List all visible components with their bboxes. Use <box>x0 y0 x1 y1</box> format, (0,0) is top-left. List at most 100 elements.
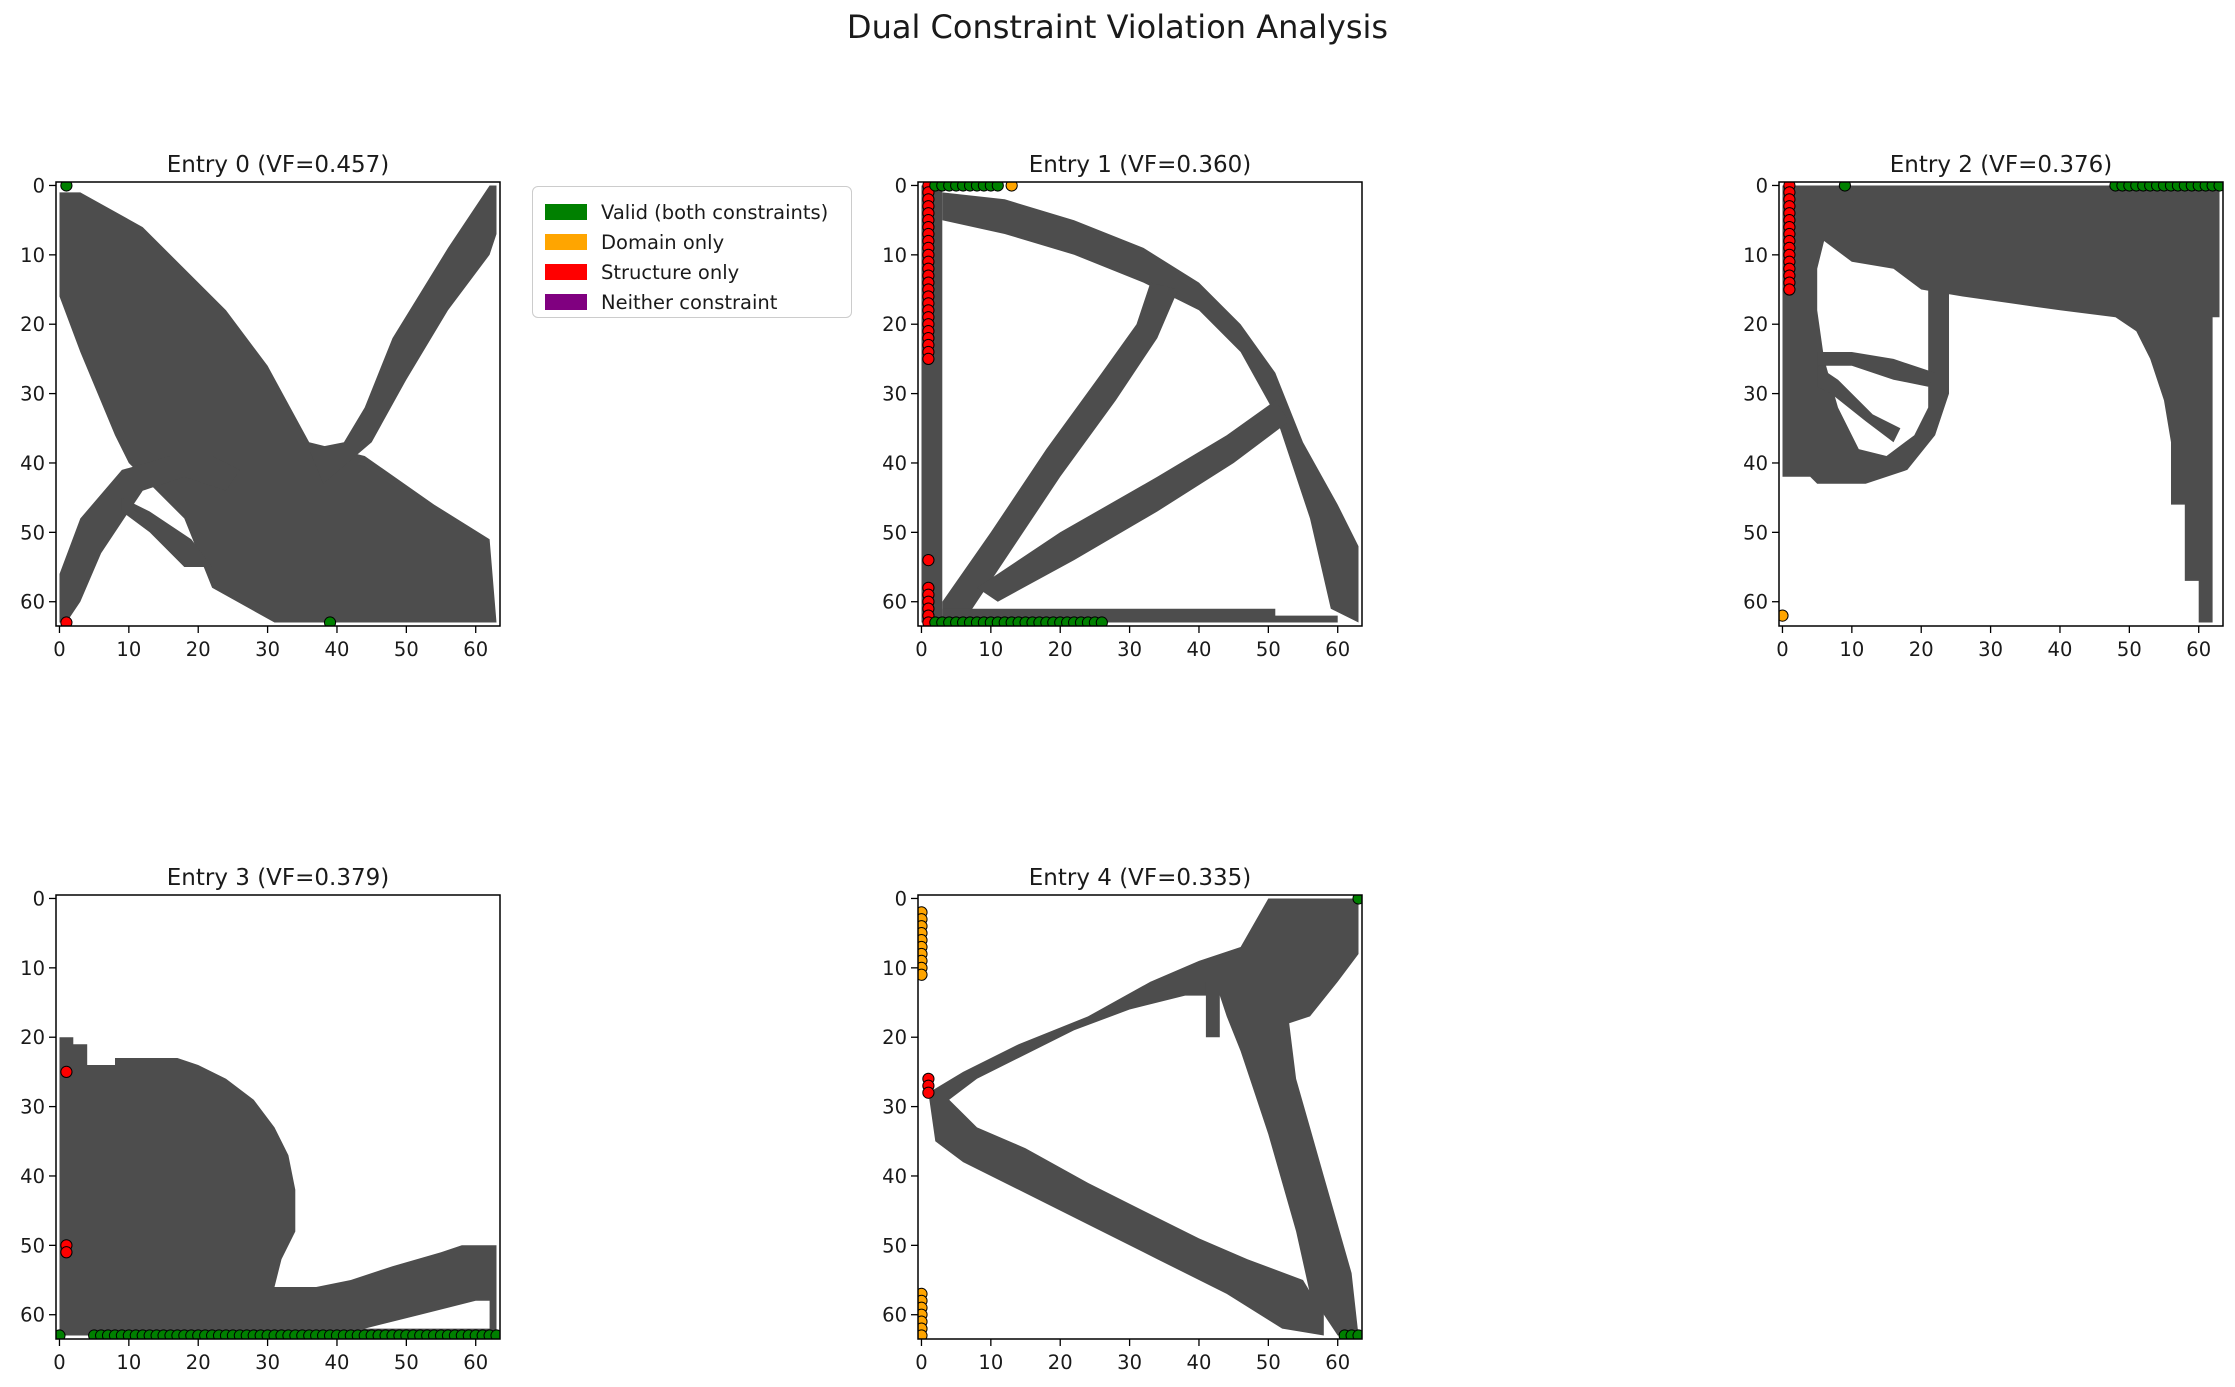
x-tick-label: 50 <box>1256 1351 1281 1374</box>
x-tick-label: 30 <box>255 1351 280 1374</box>
x-tick-label: 0 <box>915 1351 927 1374</box>
structure-region <box>59 1037 497 1336</box>
marker-domain <box>1779 609 1789 622</box>
structure-layer <box>59 185 497 623</box>
x-tick-label: 50 <box>394 638 419 661</box>
y-tick-label: 40 <box>882 452 907 475</box>
y-tick-label: 40 <box>20 1165 45 1188</box>
x-tick-label: 10 <box>978 638 1003 661</box>
x-tick-label: 30 <box>1978 638 2003 661</box>
axes-frame <box>917 894 1363 1340</box>
y-tick-label: 0 <box>33 174 45 197</box>
y-tick-label: 10 <box>20 244 45 267</box>
y-tick-label: 30 <box>20 1096 45 1119</box>
marker-valid <box>1838 182 1852 192</box>
marker-domain <box>918 968 928 981</box>
suptitle: Dual Constraint Violation Analysis <box>846 8 1389 46</box>
x-tick-label: 60 <box>1325 638 1350 661</box>
x-tick-label: 0 <box>1776 638 1788 661</box>
y-tick-label: 30 <box>1743 383 1768 406</box>
marker-structure <box>60 1246 73 1259</box>
y-tick-label: 30 <box>882 383 907 406</box>
panel-4: 0 10 20 30 40 50 60 0 10 20 30 40 50 60 Entry 4 (VF=0.… <box>882 865 1363 1374</box>
legend-item-valid: Valid (both constraints) <box>545 197 839 227</box>
panel-title: Entry 3 (VF=0.379) <box>167 865 389 891</box>
y-tick-label: 20 <box>20 313 45 336</box>
marker-valid <box>991 182 1004 192</box>
panel-3: 0 10 20 30 40 50 60 0 10 20 30 40 50 60 Entry 3 (VF=0.… <box>20 865 501 1374</box>
structure-region <box>928 898 1359 1336</box>
marker-valid <box>56 1329 66 1339</box>
y-tick-label: 0 <box>895 887 907 910</box>
x-tick-label: 20 <box>1048 638 1073 661</box>
marker-domain <box>1005 182 1018 192</box>
marker-structure <box>922 352 935 366</box>
legend-swatch-valid <box>545 204 587 220</box>
legend-label-neither: Neither constraint <box>601 290 778 314</box>
x-tick-label: 40 <box>2048 638 2073 661</box>
legend-swatch-neither <box>545 294 587 310</box>
structure-region <box>59 456 240 623</box>
x-tick-label: 60 <box>1325 1351 1350 1374</box>
marker-structure <box>922 1086 935 1099</box>
x-tick-label: 0 <box>53 638 65 661</box>
axes-frame <box>1778 181 2224 627</box>
y-tick-label: 40 <box>882 1165 907 1188</box>
legend-item-domain: Domain only <box>545 227 839 257</box>
panel-title: Entry 1 (VF=0.360) <box>1029 152 1251 178</box>
y-tick-label: 10 <box>1743 244 1768 267</box>
legend-label-valid: Valid (both constraints) <box>601 200 829 224</box>
panel-1: 0 10 20 30 40 50 60 0 10 20 30 40 50 60 Entry 1 (VF=0.… <box>882 152 1363 661</box>
panel-0: 0 10 20 30 40 50 60 0 10 20 30 40 50 60 Entry 0 (VF=0.… <box>20 152 501 661</box>
legend-swatch-domain <box>545 234 587 250</box>
structure-layer <box>1782 185 2220 623</box>
panel-2: 0 10 20 30 40 50 60 0 10 20 30 40 50 60 Entry 2 (VF=0.… <box>1743 152 2224 661</box>
x-tick-label: 30 <box>255 638 280 661</box>
y-tick-label: 50 <box>20 521 45 544</box>
structure-region <box>942 282 1179 623</box>
y-tick-label: 10 <box>882 244 907 267</box>
structure-region <box>1817 352 1936 387</box>
marker-layer <box>922 182 1108 626</box>
y-tick-label: 20 <box>882 1026 907 1049</box>
x-tick-label: 60 <box>463 638 488 661</box>
structure-region <box>309 185 497 484</box>
y-tick-label: 0 <box>33 887 45 910</box>
marker-layer <box>1779 182 2223 622</box>
x-tick-label: 60 <box>463 1351 488 1374</box>
structure-layer <box>59 1037 497 1336</box>
x-tick-label: 10 <box>116 1351 141 1374</box>
marker-structure <box>1783 283 1796 296</box>
y-tick-label: 50 <box>20 1234 45 1257</box>
marker-valid <box>2213 182 2223 192</box>
y-tick-label: 60 <box>20 591 45 614</box>
legend-item-neither: Neither constraint <box>545 287 839 317</box>
void-region <box>364 1300 490 1329</box>
legend-label-structure: Structure only <box>601 260 740 284</box>
x-tick-label: 40 <box>325 638 350 661</box>
marker-valid <box>1352 1329 1362 1339</box>
x-tick-label: 40 <box>1187 638 1212 661</box>
x-tick-label: 40 <box>325 1351 350 1374</box>
x-tick-label: 20 <box>1048 1351 1073 1374</box>
marker-layer <box>56 1065 500 1339</box>
y-tick-label: 30 <box>20 383 45 406</box>
marker-valid <box>60 182 73 192</box>
y-tick-label: 20 <box>882 313 907 336</box>
structure-layer <box>928 898 1359 1336</box>
x-tick-label: 50 <box>2117 638 2142 661</box>
structure-region <box>59 192 497 623</box>
x-tick-label: 0 <box>53 1351 65 1374</box>
y-tick-label: 50 <box>882 1234 907 1257</box>
x-tick-label: 50 <box>1256 638 1281 661</box>
x-tick-label: 60 <box>2186 638 2211 661</box>
y-tick-label: 60 <box>1743 591 1768 614</box>
axes-frame <box>55 181 501 627</box>
structure-region <box>121 497 213 567</box>
y-tick-label: 60 <box>882 591 907 614</box>
x-tick-label: 20 <box>186 1351 211 1374</box>
legend-label-domain: Domain only <box>601 230 725 254</box>
y-tick-label: 30 <box>882 1096 907 1119</box>
y-tick-label: 10 <box>20 957 45 980</box>
x-tick-label: 20 <box>186 638 211 661</box>
